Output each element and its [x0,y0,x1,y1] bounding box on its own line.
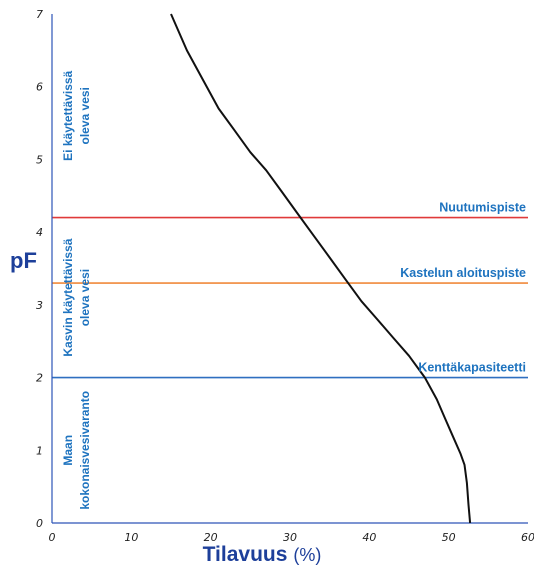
reference-line-label: Kenttäkapasiteetti [418,361,526,375]
y-axis-title: pF [10,248,37,273]
zone-label-line: oleva vesi [78,87,92,144]
zone-label-line: kokonaisvesivaranto [78,391,92,510]
retention-curve-group [170,13,472,524]
x-axis-title: Tilavuus (%) [203,543,322,566]
x-tick-label: 60 [521,531,534,544]
reference-lines [52,216,528,379]
zone-label: Ei käytettävissä oleva vesi [61,70,92,160]
x-tick-label: 50 [442,531,456,544]
y-tick-label: 6 [36,81,43,94]
zone-label: Maan kokonaisvesivaranto [61,391,92,510]
x-tick-label: 20 [204,531,218,544]
zone-label: Kasvin käytettävissä oleva vesi [61,238,92,356]
tick-labels: 0 10 20 30 40 50 60 0 1 2 3 4 5 6 7 [36,8,534,544]
y-tick-label: 1 [36,444,43,457]
x-tick-label: 10 [124,531,138,544]
y-tick-label: 7 [36,8,43,21]
y-tick-label: 4 [36,226,43,239]
y-tick-label: 3 [36,299,43,312]
reference-line-label: Nuutumispiste [439,201,526,215]
reference-line-label: Kastelun aloituspiste [400,266,526,280]
zone-label-line: Kasvin käytettävissä [61,238,75,356]
x-tick-label: 0 [49,531,56,544]
series-line [170,13,472,524]
zone-label-line: Maan [61,435,75,466]
reference-line-labels: Nuutumispiste Kastelun aloituspiste Kenttä… [400,201,526,375]
axes [51,14,528,524]
y-tick-label: 2 [36,372,43,385]
zone-label-line: Ei käytettävissä [61,70,75,160]
x-tick-label: 40 [362,531,376,544]
y-tick-label: 5 [36,153,43,166]
x-tick-label: 30 [283,531,297,544]
zone-label-line: oleva vesi [78,269,92,326]
y-tick-label: 0 [36,517,43,530]
